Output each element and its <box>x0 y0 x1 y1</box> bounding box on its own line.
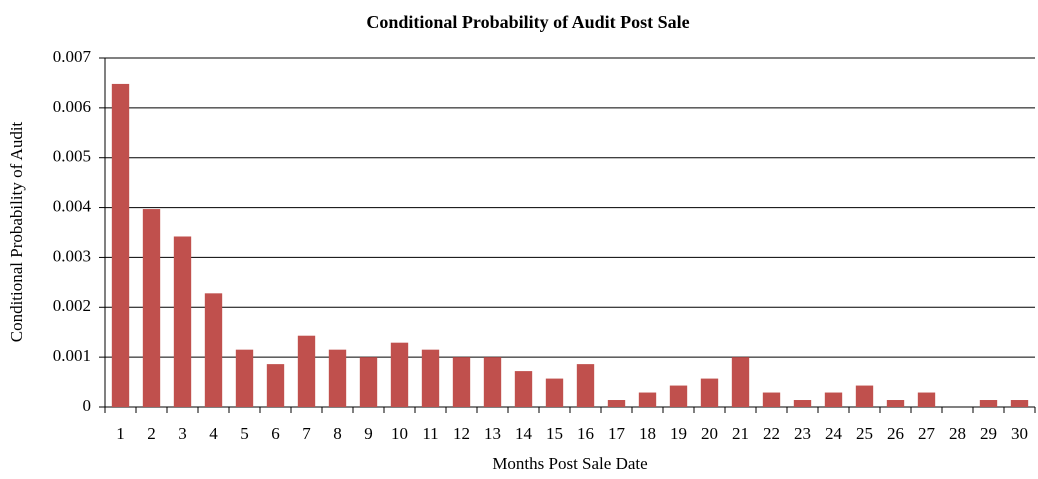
x-tick-label: 7 <box>302 424 311 443</box>
x-tick-label: 29 <box>980 424 997 443</box>
bar <box>514 371 533 407</box>
x-tick-label: 25 <box>856 424 873 443</box>
x-tick-label: 23 <box>794 424 811 443</box>
x-tick-label: 27 <box>918 424 936 443</box>
x-tick-label: 14 <box>515 424 533 443</box>
x-tick-label: 30 <box>1011 424 1028 443</box>
bar <box>452 357 471 407</box>
x-tick-label: 12 <box>453 424 470 443</box>
x-tick-label: 13 <box>484 424 501 443</box>
y-tick-label: 0.002 <box>53 296 91 315</box>
x-tick-label: 28 <box>949 424 966 443</box>
x-tick-label: 21 <box>732 424 749 443</box>
bar <box>1010 400 1029 407</box>
bar <box>173 236 192 407</box>
x-tick-label: 24 <box>825 424 843 443</box>
x-axis-label: Months Post Sale Date <box>492 454 647 473</box>
bar <box>576 364 595 407</box>
x-tick-label: 5 <box>240 424 249 443</box>
bar <box>669 385 688 407</box>
bar <box>111 83 130 407</box>
bar <box>545 378 564 407</box>
bar <box>762 392 781 407</box>
bar <box>359 357 378 407</box>
bar <box>824 392 843 407</box>
bar <box>235 349 254 407</box>
bar <box>793 400 812 407</box>
bar <box>204 293 223 407</box>
x-tick-label: 11 <box>422 424 438 443</box>
bar <box>421 349 440 407</box>
x-tick-label: 15 <box>546 424 563 443</box>
bar <box>855 385 874 407</box>
y-tick-label: 0.004 <box>53 196 92 215</box>
x-tick-label: 16 <box>577 424 594 443</box>
x-tick-label: 26 <box>887 424 904 443</box>
y-tick-label: 0.006 <box>53 97 91 116</box>
bar <box>917 392 936 407</box>
x-tick-label: 6 <box>271 424 280 443</box>
bar <box>297 335 316 407</box>
y-tick-label: 0.007 <box>53 47 92 66</box>
bar <box>886 400 905 407</box>
bar <box>731 357 750 407</box>
x-tick-label: 10 <box>391 424 408 443</box>
bar <box>266 364 285 407</box>
x-tick-label: 18 <box>639 424 656 443</box>
x-tick-label: 19 <box>670 424 687 443</box>
x-tick-label: 1 <box>116 424 125 443</box>
x-tick-label: 22 <box>763 424 780 443</box>
bar <box>979 400 998 407</box>
bar <box>700 378 719 407</box>
x-tick-label: 17 <box>608 424 626 443</box>
bar <box>142 209 161 407</box>
x-tick-label: 8 <box>333 424 342 443</box>
y-axis-label: Conditional Probability of Audit <box>7 121 26 342</box>
x-tick-label: 4 <box>209 424 218 443</box>
y-tick-label: 0.003 <box>53 246 91 265</box>
x-tick-label: 3 <box>178 424 187 443</box>
y-tick-label: 0 <box>83 396 92 415</box>
y-tick-label: 0.001 <box>53 346 91 365</box>
bar <box>483 357 502 407</box>
bar <box>328 349 347 407</box>
y-tick-label: 0.005 <box>53 147 91 166</box>
bar <box>607 400 626 407</box>
x-tick-label: 20 <box>701 424 718 443</box>
x-tick-label: 2 <box>147 424 156 443</box>
chart-title: Conditional Probability of Audit Post Sa… <box>366 12 689 32</box>
x-tick-label: 9 <box>364 424 373 443</box>
bar <box>390 342 409 407</box>
bar <box>638 392 657 407</box>
